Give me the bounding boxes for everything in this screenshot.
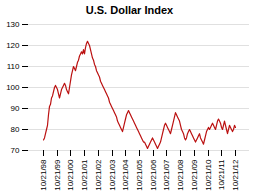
svg-text:80: 80 (11, 125, 20, 134)
svg-text:10/21/07: 10/21/07 (162, 159, 171, 191)
svg-text:10/21/01: 10/21/01 (80, 159, 89, 191)
svg-text:110: 110 (7, 62, 20, 71)
svg-text:10/21/06: 10/21/06 (149, 159, 158, 191)
svg-text:90: 90 (11, 104, 20, 113)
svg-text:10/21/99: 10/21/99 (53, 159, 62, 191)
svg-text:10/21/05: 10/21/05 (135, 159, 144, 191)
svg-text:100: 100 (6, 83, 20, 92)
svg-text:10/21/08: 10/21/08 (176, 159, 185, 191)
svg-text:10/21/00: 10/21/00 (66, 159, 75, 191)
svg-text:130: 130 (6, 20, 20, 29)
svg-text:70: 70 (11, 146, 20, 155)
svg-text:10/21/09: 10/21/09 (190, 159, 199, 191)
svg-text:10/21/03: 10/21/03 (108, 159, 117, 191)
svg-text:10/21/04: 10/21/04 (121, 159, 130, 191)
svg-text:120: 120 (6, 41, 20, 50)
html-text:U.S. Dollar Index: U.S. Dollar Index (85, 4, 174, 16)
svg-text:10/21/98: 10/21/98 (39, 159, 48, 191)
svg-text:10/21/10: 10/21/10 (204, 159, 213, 191)
svg-text:10/21/12: 10/21/12 (231, 159, 240, 191)
svg-text:10/21/02: 10/21/02 (94, 159, 103, 191)
svg-text:10/21/11: 10/21/11 (217, 159, 226, 190)
